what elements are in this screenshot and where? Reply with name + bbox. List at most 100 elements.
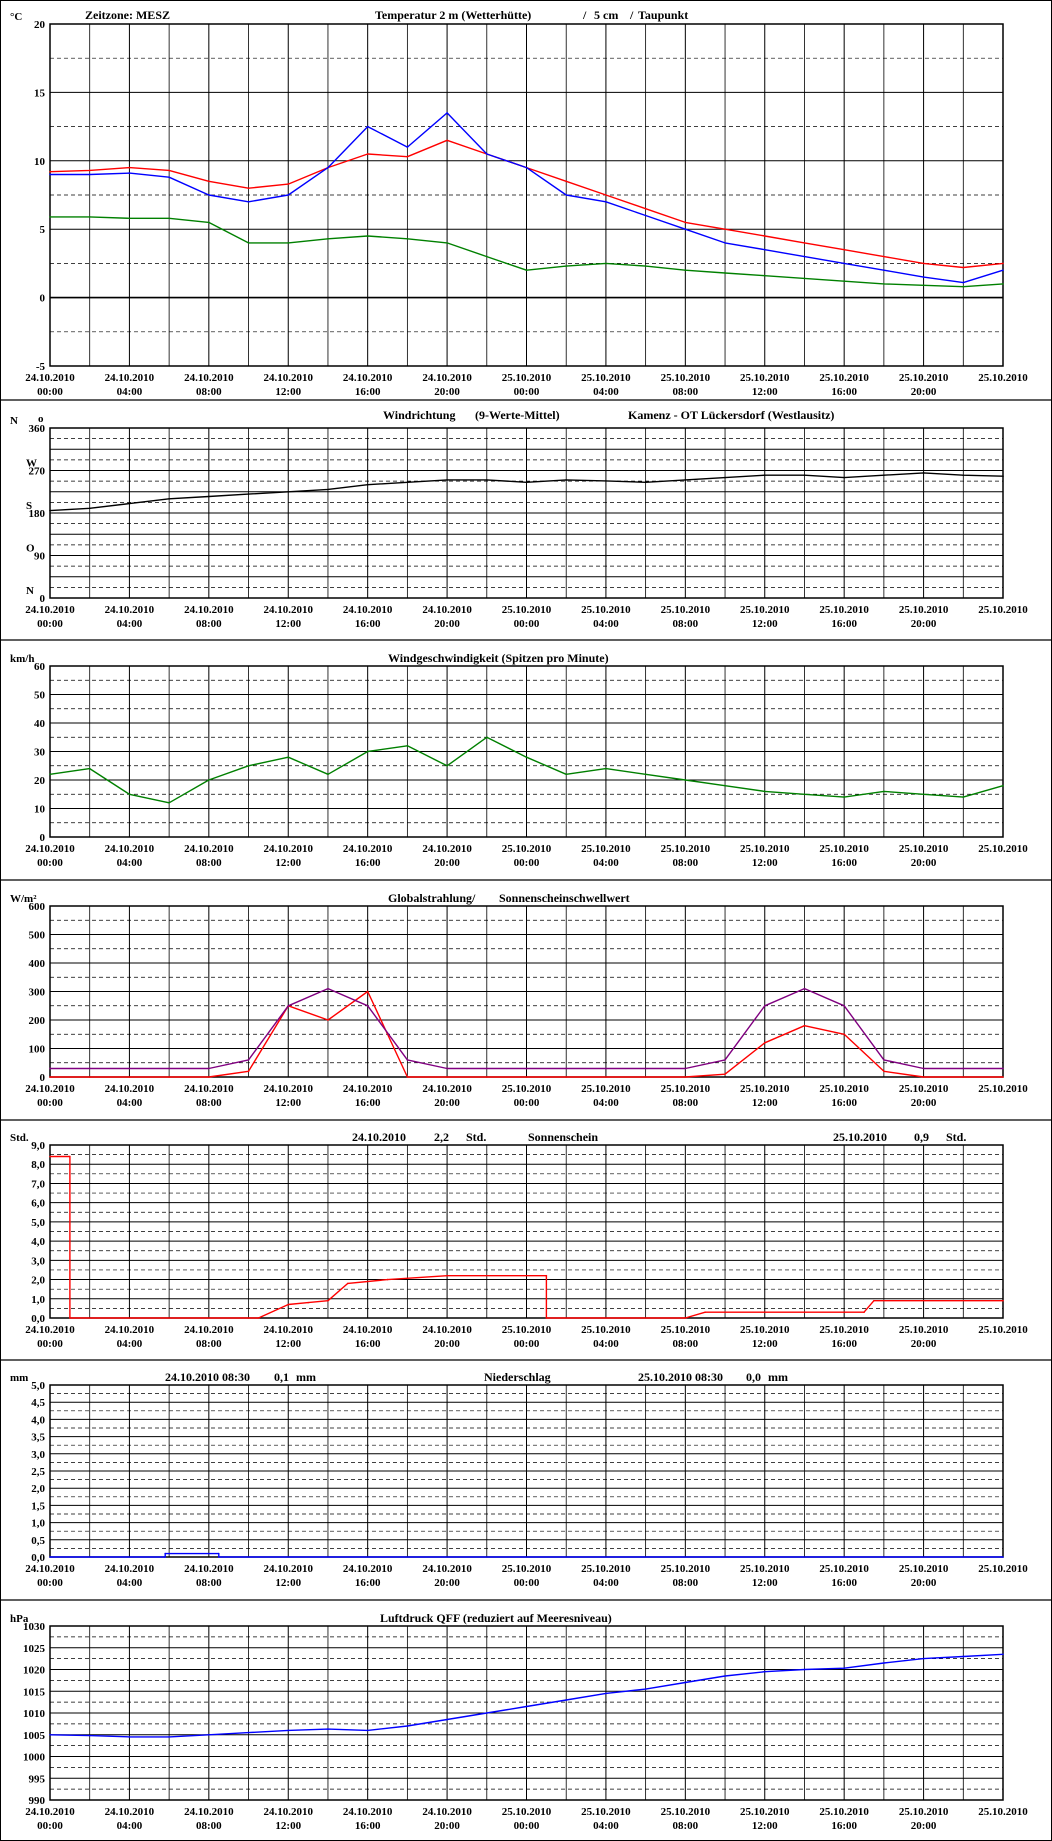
x-tick-date: 25.10.2010 [740, 843, 790, 855]
panel-header-text: 24.10.2010 08:30 [165, 1370, 250, 1384]
x-tick-date: 25.10.2010 [978, 372, 1028, 384]
y-tick-label: 40 [34, 718, 46, 730]
data-point [247, 1731, 250, 1734]
x-tick-time: 04:00 [593, 1097, 619, 1109]
y-unit-label: Std. [10, 1132, 29, 1144]
data-point [88, 216, 91, 218]
x-tick-time: 12:00 [752, 1820, 778, 1832]
x-tick-time: 20:00 [911, 1097, 937, 1109]
data-point [962, 1076, 965, 1078]
x-tick-time: 12:00 [275, 1820, 301, 1832]
data-point [684, 479, 687, 481]
data-point [128, 793, 131, 796]
data-point [217, 1556, 220, 1558]
y-tick-label: 15 [34, 87, 46, 99]
data-point [208, 221, 210, 224]
x-tick-date: 25.10.2010 [819, 1324, 869, 1336]
x-tick-time: 16:00 [355, 618, 381, 630]
data-point [49, 1076, 51, 1078]
data-point [1002, 262, 1004, 265]
data-point [168, 176, 170, 179]
y-unit-label: W/m² [10, 893, 37, 905]
x-tick-date: 24.10.2010 [184, 1806, 234, 1818]
data-point [49, 1733, 51, 1736]
x-tick-date: 24.10.2010 [343, 604, 393, 616]
data-point [446, 139, 448, 142]
data-point [69, 1155, 71, 1158]
x-tick-time: 12:00 [275, 386, 301, 398]
data-point [247, 1059, 250, 1061]
data-point [485, 1712, 488, 1714]
data-point [644, 773, 647, 776]
plot-frame [49, 427, 1004, 599]
x-tick-time: 00:00 [37, 1097, 63, 1109]
x-tick-date: 24.10.2010 [264, 843, 314, 855]
data-point [128, 217, 131, 220]
y-tick-label: 1025 [23, 1643, 46, 1655]
data-point [605, 194, 607, 196]
data-point [1002, 269, 1004, 272]
data-point [684, 228, 687, 230]
data-point [366, 153, 369, 155]
x-tick-date: 24.10.2010 [184, 1563, 234, 1575]
x-tick-date: 24.10.2010 [343, 1083, 393, 1095]
data-point [962, 1655, 965, 1658]
x-tick-date: 25.10.2010 [899, 1806, 949, 1818]
y-tick-label: 9,0 [31, 1140, 45, 1152]
x-tick-time: 04:00 [117, 1820, 143, 1832]
data-point [962, 285, 965, 288]
data-point [605, 1076, 607, 1078]
x-tick-date: 25.10.2010 [819, 372, 869, 384]
x-tick-time: 16:00 [831, 618, 857, 630]
data-point [525, 166, 528, 169]
data-point [168, 802, 170, 804]
x-tick-date: 25.10.2010 [661, 604, 711, 616]
x-tick-date: 25.10.2010 [581, 372, 631, 384]
x-tick-time: 20:00 [434, 1820, 460, 1832]
data-point [724, 1059, 726, 1061]
panel-header-text: 25.10.2010 08:30 [638, 1370, 723, 1384]
y-tick-label: 3,0 [31, 1449, 45, 1461]
data-point [644, 481, 647, 484]
data-point [49, 1155, 51, 1158]
data-point [247, 1070, 250, 1073]
x-tick-date: 24.10.2010 [184, 843, 234, 855]
data-point [763, 1004, 766, 1007]
x-tick-time: 20:00 [434, 386, 460, 398]
x-tick-time: 20:00 [911, 1820, 937, 1832]
data-point [247, 764, 250, 767]
y-tick-label: 270 [29, 466, 46, 478]
data-point [922, 284, 925, 287]
x-tick-time: 20:00 [911, 1577, 937, 1589]
data-point [88, 507, 91, 510]
data-point [962, 266, 965, 269]
data-point [724, 242, 726, 244]
data-point [49, 170, 51, 173]
x-tick-time: 16:00 [831, 1097, 857, 1109]
panel-header-text: 5 cm [594, 8, 618, 22]
x-tick-date: 25.10.2010 [819, 1083, 869, 1095]
data-point [525, 756, 528, 758]
data-point [168, 1067, 170, 1070]
data-point [724, 476, 726, 479]
y-tick-label: 400 [29, 958, 46, 970]
x-tick-time: 16:00 [355, 386, 381, 398]
y-tick-label: 0,5 [31, 1535, 45, 1547]
data-point [565, 265, 568, 267]
data-point [208, 180, 210, 183]
plot-frame [49, 1144, 1004, 1319]
y-tick-label: 3,5 [31, 1432, 45, 1444]
data-point [605, 1692, 607, 1695]
data-point [49, 1556, 51, 1558]
data-point [565, 1076, 568, 1078]
data-point [168, 217, 170, 220]
x-tick-time: 08:00 [196, 618, 222, 630]
data-point [763, 1042, 766, 1044]
x-tick-date: 25.10.2010 [581, 604, 631, 616]
data-point [883, 790, 885, 793]
data-point [366, 235, 369, 237]
panel-header-text: 2,2 [434, 1130, 449, 1144]
y-tick-label: 1010 [23, 1708, 46, 1720]
x-tick-date: 25.10.2010 [661, 1324, 711, 1336]
